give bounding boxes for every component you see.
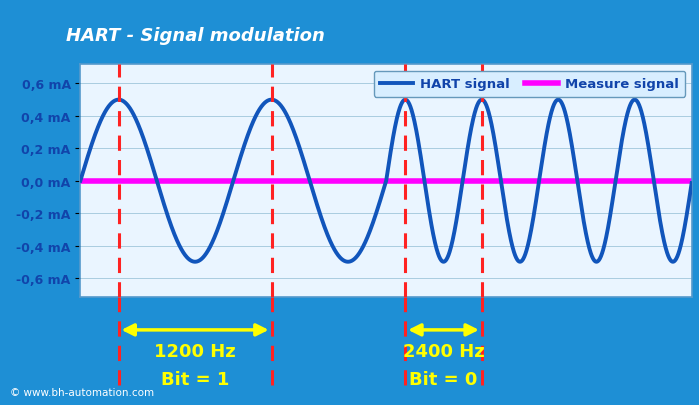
Text: © www.bh-automation.com: © www.bh-automation.com bbox=[10, 387, 154, 397]
Legend: HART signal, Measure signal: HART signal, Measure signal bbox=[373, 71, 686, 98]
Text: Bit = 1: Bit = 1 bbox=[161, 371, 229, 388]
Text: Bit = 0: Bit = 0 bbox=[410, 371, 477, 388]
Text: 1200 Hz: 1200 Hz bbox=[154, 342, 236, 360]
Text: 2400 Hz: 2400 Hz bbox=[403, 342, 484, 360]
Text: HART - Signal modulation: HART - Signal modulation bbox=[66, 27, 325, 45]
